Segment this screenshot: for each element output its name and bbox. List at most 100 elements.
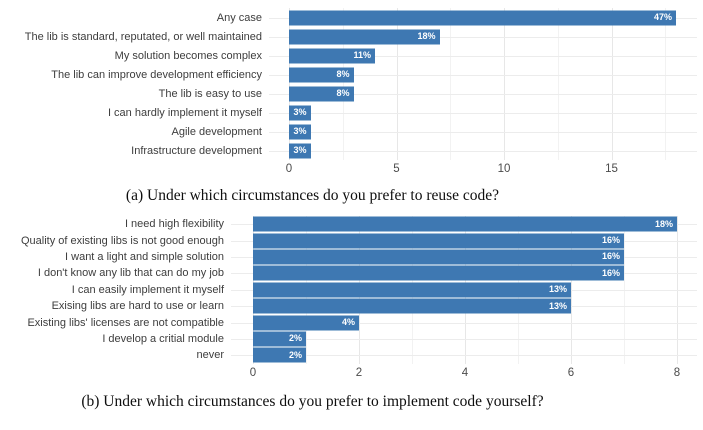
bar-row: I can easily implement it myself 13% bbox=[0, 282, 703, 298]
row-gridline bbox=[269, 112, 697, 114]
bar-value-label: 2% bbox=[288, 349, 302, 360]
bar: 2% bbox=[253, 331, 306, 347]
row-gridline bbox=[231, 322, 697, 324]
bar: 16% bbox=[253, 265, 624, 281]
axis-tick-label: 5 bbox=[393, 163, 400, 175]
bar-value-label: 13% bbox=[548, 300, 567, 311]
bar-value-label: 2% bbox=[288, 333, 302, 344]
category-label: Agile development bbox=[171, 125, 262, 138]
bar-row: I can hardly implement it myself 3% bbox=[0, 103, 703, 122]
bar-track: 2% bbox=[231, 331, 703, 347]
bar-track: 11% bbox=[269, 46, 703, 65]
bar-row: The lib is easy to use 8% bbox=[0, 84, 703, 103]
bar-row: I want a light and simple solution 16% bbox=[0, 249, 703, 265]
row-gridline bbox=[269, 55, 697, 57]
category-label: The lib can improve development efficien… bbox=[51, 68, 262, 81]
bar-row: Exising libs are hard to use or learn 13% bbox=[0, 298, 703, 314]
axis-tick-label: 0 bbox=[285, 163, 293, 175]
bar-row: Quality of existing libs is not good eno… bbox=[0, 232, 703, 249]
row-gridline bbox=[269, 74, 697, 76]
bar-value-label: 8% bbox=[336, 69, 350, 79]
bar-value-label: 4% bbox=[341, 317, 355, 328]
category-label: The lib is easy to use bbox=[158, 87, 262, 100]
figure: Any case 47% The lib is standard, reputate… bbox=[0, 8, 703, 411]
bar-value-label: 3% bbox=[293, 107, 307, 117]
axis-tick-label: 0 bbox=[249, 366, 257, 379]
category-label: never bbox=[196, 349, 224, 362]
bar-track: 13% bbox=[231, 282, 703, 298]
row-gridline bbox=[269, 150, 697, 152]
axis-tick-label: 8 bbox=[673, 366, 681, 379]
bar-value-label: 16% bbox=[601, 251, 620, 262]
bar: 8% bbox=[289, 86, 354, 101]
caption-reuse-code: (a) Under which circumstances do you pre… bbox=[125, 187, 500, 204]
bar: 16% bbox=[253, 233, 624, 249]
bar: 3% bbox=[289, 105, 311, 120]
category-label: My solution becomes complex bbox=[114, 49, 262, 62]
bar: 8% bbox=[289, 67, 354, 82]
category-label: Quality of existing libs is not good eno… bbox=[20, 234, 224, 247]
bar-track: 3% bbox=[269, 103, 703, 122]
category-label: Infrastructure development bbox=[131, 144, 262, 157]
bar-value-label: 13% bbox=[548, 284, 567, 295]
bar: 13% bbox=[253, 282, 571, 298]
category-label: I want a light and simple solution bbox=[65, 250, 224, 263]
axis-tick-label: 4 bbox=[461, 366, 469, 379]
bar-track: 3% bbox=[269, 141, 703, 160]
bar: 47% bbox=[289, 10, 676, 25]
category-label: I need high flexibility bbox=[124, 218, 224, 231]
bar-row: never 2% bbox=[0, 347, 703, 363]
category-label: Exising libs are hard to use or learn bbox=[51, 300, 224, 313]
bar-row: Any case 47% bbox=[0, 8, 703, 27]
bar-track: 16% bbox=[231, 265, 703, 281]
row-gridline bbox=[269, 93, 697, 95]
bar-value-label: 3% bbox=[293, 145, 307, 155]
bar-row: The lib can improve development efficien… bbox=[0, 65, 703, 84]
category-label: I don't know any lib that can do my job bbox=[37, 267, 224, 280]
bar-row: Infrastructure development 3% bbox=[0, 141, 703, 160]
caption-implement-yourself: (b) Under which circumstances do you pre… bbox=[81, 392, 544, 410]
bar-value-label: 8% bbox=[336, 88, 350, 98]
bar-row: I don't know any lib that can do my job 1… bbox=[0, 265, 703, 281]
bar-value-label: 16% bbox=[601, 267, 620, 278]
category-label: Any case bbox=[216, 11, 262, 24]
category-label: The lib is standard, reputated, or well … bbox=[24, 30, 262, 43]
category-label: I can hardly implement it myself bbox=[107, 106, 262, 119]
category-label: I develop a critial module bbox=[102, 332, 224, 345]
bar-row: The lib is standard, reputated, or well … bbox=[0, 27, 703, 46]
bar-row: I need high flexibility 18% bbox=[0, 216, 703, 232]
bar-track: 8% bbox=[269, 84, 703, 103]
row-gridline bbox=[231, 338, 697, 340]
bar-value-label: 18% bbox=[417, 31, 436, 41]
bar: 18% bbox=[253, 216, 677, 232]
bar-track: 16% bbox=[231, 232, 703, 249]
bar-row: My solution becomes complex 11% bbox=[0, 46, 703, 65]
bar-track: 47% bbox=[269, 8, 703, 27]
bar-track: 4% bbox=[231, 314, 703, 331]
bar-row: I develop a critial module 2% bbox=[0, 331, 703, 347]
bar: 3% bbox=[289, 143, 311, 158]
bar: 3% bbox=[289, 124, 311, 139]
axis-tick-label: 6 bbox=[567, 366, 575, 379]
x-axis: 0 5 10 15 bbox=[269, 160, 695, 178]
axis-tick-label: 15 bbox=[605, 163, 618, 175]
bar-track: 16% bbox=[231, 249, 703, 265]
bar: 13% bbox=[253, 298, 571, 314]
bar-row: Existing libs' licenses are not compatib… bbox=[0, 314, 703, 331]
bar-value-label: 11% bbox=[353, 50, 371, 60]
chart-implement-yourself: I need high flexibility 18% Quality of exi… bbox=[0, 216, 703, 382]
bar-track: 3% bbox=[269, 122, 703, 141]
bar-value-label: 18% bbox=[654, 218, 673, 229]
bar-row: Agile development 3% bbox=[0, 122, 703, 141]
bar-track: 2% bbox=[231, 347, 703, 363]
bar-track: 18% bbox=[269, 27, 703, 46]
bar-value-label: 47% bbox=[653, 12, 672, 22]
row-gridline bbox=[269, 36, 697, 38]
category-label: I can easily implement it myself bbox=[71, 283, 224, 296]
axis-tick-label: 10 bbox=[497, 163, 511, 175]
bar-value-label: 3% bbox=[293, 126, 307, 136]
bar: 18% bbox=[289, 29, 440, 44]
chart-reuse-code: Any case 47% The lib is standard, reputate… bbox=[0, 8, 703, 178]
category-label: Existing libs' licenses are not compatib… bbox=[27, 316, 224, 329]
bar-value-label: 16% bbox=[601, 235, 620, 246]
